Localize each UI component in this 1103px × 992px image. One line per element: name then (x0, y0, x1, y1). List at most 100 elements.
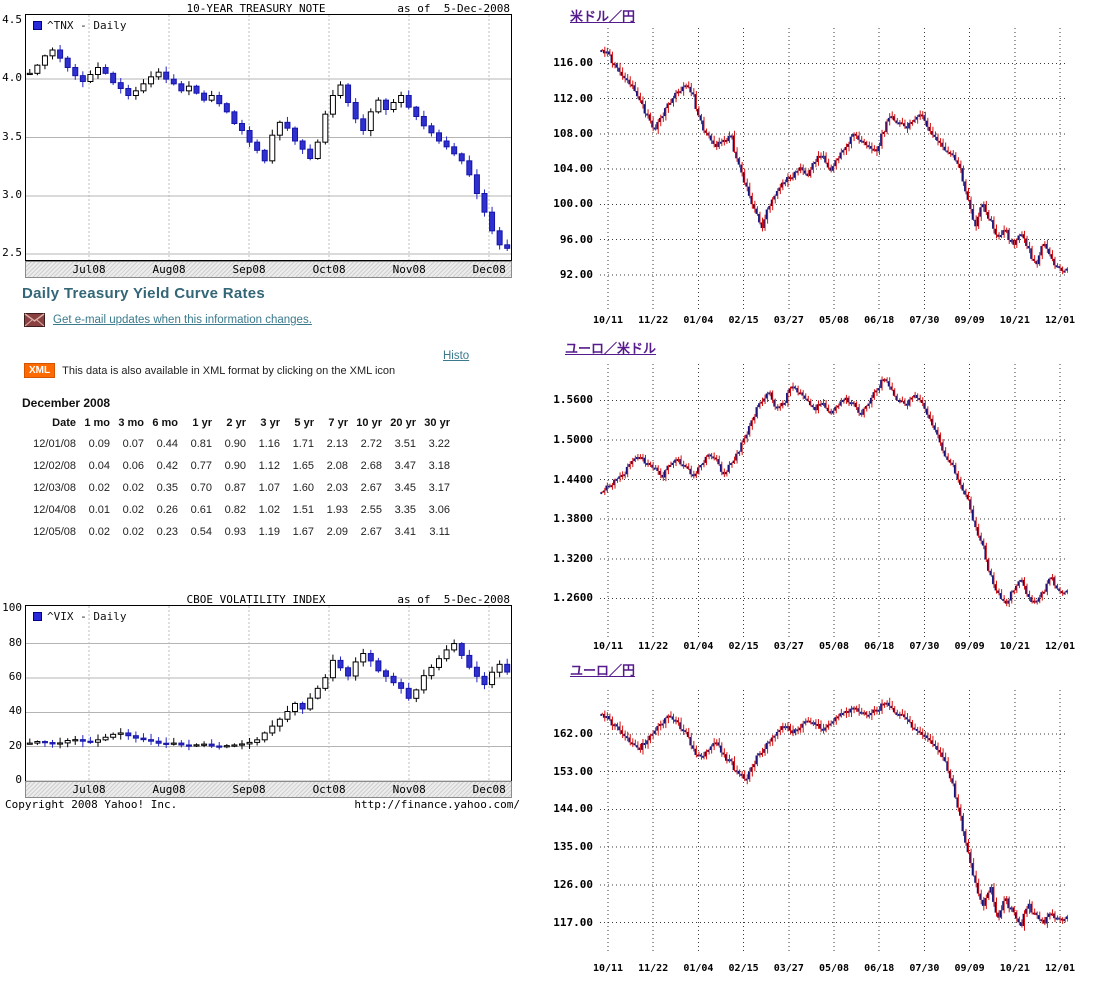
column-header: 1 yr (192, 417, 212, 429)
x-tick-label: 09/09 (954, 963, 985, 974)
page-title: Daily Treasury Yield Curve Rates (22, 285, 266, 302)
x-tick-label: Jul08 (72, 263, 106, 276)
rate-cell: 2.55 (360, 504, 382, 516)
x-tick-label: 10/21 (999, 315, 1030, 326)
rate-cell: 0.02 (122, 526, 144, 538)
x-tick-label: Oct08 (312, 783, 346, 796)
x-tick-label: 05/08 (818, 963, 850, 974)
eurjpy-bar-plot (600, 690, 1068, 952)
x-tick-label: 07/30 (909, 963, 940, 974)
rate-cell: 3.18 (428, 460, 450, 472)
rate-cell: 2.08 (326, 460, 348, 472)
table-row: 12/01/08 0.09 0.07 0.44 0.81 0.90 1.16 1.71 2.13… (22, 433, 452, 455)
rate-cell: 1.60 (292, 482, 314, 494)
candles (26, 639, 511, 751)
rate-cell: 1.51 (292, 504, 314, 516)
rate-cell: 0.06 (122, 460, 144, 472)
eurusd-svg (600, 364, 1068, 638)
rate-cell: 2.67 (360, 482, 382, 494)
column-header: 3 mo (118, 417, 144, 429)
usdjpy-bar-plot (600, 28, 1068, 310)
table-header-row: Date 1 mo 3 mo 6 mo 1 yr 2 yr 3 yr 5 yr 7 yr 10 y… (22, 413, 452, 433)
rate-cell: 1.19 (258, 526, 280, 538)
rate-cell: 0.61 (190, 504, 212, 516)
column-header: 6 mo (152, 417, 178, 429)
x-tick-label: 06/18 (864, 641, 895, 652)
date-cell: 12/02/08 (33, 460, 76, 472)
gridlines (26, 15, 511, 260)
y-tick-label: 1.2600 (553, 591, 593, 605)
y-tick-label: 153.00 (553, 764, 593, 778)
usdjpy-chart-link[interactable]: 米ドル／円 (570, 9, 636, 24)
rate-cell: 0.26 (156, 504, 178, 516)
email-updates-link[interactable]: Get e-mail updates when this information… (53, 314, 312, 326)
y-tick-label: 60 (8, 670, 22, 684)
x-tick-label: 06/18 (864, 315, 895, 326)
tnx-asof-label: as of 5-Dec-2008 (397, 2, 510, 15)
column-header: 7 yr (328, 417, 348, 429)
y-tick-label: 104.00 (553, 162, 593, 175)
column-header: 3 yr (260, 417, 280, 429)
table-row: 12/02/08 0.04 0.06 0.42 0.77 0.90 1.12 1.65 2.08… (22, 455, 452, 477)
x-tick-label: Jul08 (72, 783, 106, 796)
x-tick-label: 06/18 (864, 963, 895, 974)
y-tick-label: 116.00 (553, 56, 593, 70)
y-tick-label: 1.3200 (553, 551, 593, 565)
y-tick-label: 100.00 (553, 197, 593, 211)
rate-cell: 0.87 (224, 482, 246, 494)
x-tick-label: 01/04 (683, 963, 714, 974)
rate-cell: 2.09 (326, 526, 348, 538)
x-tick-label: 09/09 (954, 315, 985, 326)
rate-cell: 1.07 (258, 482, 280, 494)
x-tick-label: 07/30 (909, 315, 940, 326)
rate-cell: 2.72 (360, 438, 382, 450)
x-tick-label: Oct08 (312, 263, 346, 276)
rate-cell: 1.65 (292, 460, 314, 472)
x-tick-label: Aug08 (152, 263, 186, 276)
rate-cell: 3.45 (394, 482, 416, 494)
y-tick-label: 80 (8, 635, 22, 649)
price-bars (600, 697, 1068, 931)
email-icon[interactable] (24, 313, 45, 327)
x-tick-label: 12/01 (1044, 963, 1076, 974)
x-tick-label: 10/11 (592, 963, 624, 974)
xml-note-text: This data is also available in XML forma… (62, 364, 396, 377)
table-row: 12/04/08 0.01 0.02 0.26 0.61 0.82 1.02 1.51 1.93… (22, 499, 452, 521)
y-tick-label: 2.5 (2, 246, 22, 260)
tnx-legend-label: ^TNX - Daily (47, 19, 127, 32)
column-header: 20 yr (390, 417, 416, 429)
rate-cell: 1.71 (292, 438, 314, 450)
rate-cell: 1.12 (258, 460, 280, 472)
rate-cell: 0.90 (224, 460, 246, 472)
x-tick-label: 01/04 (683, 315, 714, 326)
y-tick-label: 1.3800 (553, 512, 593, 526)
rate-cell: 3.11 (429, 526, 450, 538)
gridlines (26, 606, 511, 781)
yield-curve-table: Date 1 mo 3 mo 6 mo 1 yr 2 yr 3 yr 5 yr 7 yr 10 y… (22, 413, 452, 543)
y-tick-label: 20 (8, 738, 22, 752)
rate-cell: 3.35 (394, 504, 416, 516)
rate-cell: 0.77 (190, 460, 212, 472)
footer-url: http://finance.yahoo.com/ (354, 798, 520, 811)
usdjpy-svg (600, 28, 1068, 310)
eurjpy-chart-link[interactable]: ユーロ／円 (570, 663, 636, 678)
y-tick-label: 40 (8, 704, 22, 718)
gridlines (600, 364, 1068, 638)
rate-cell: 0.02 (122, 504, 144, 516)
date-cell: 12/04/08 (33, 504, 76, 516)
rate-cell: 2.03 (326, 482, 348, 494)
rate-cell: 0.02 (122, 482, 144, 494)
vix-asof-label: as of 5-Dec-2008 (397, 593, 510, 606)
historical-link[interactable]: Histo (443, 350, 470, 362)
column-header: 2 yr (226, 417, 246, 429)
vix-xaxis-band: Jul08 Aug08 Sep08 Oct08 Nov08 Dec08 (25, 781, 512, 798)
rate-cell: 3.06 (428, 504, 450, 516)
x-tick-label: 10/11 (592, 641, 624, 652)
y-tick-label: 4.0 (2, 71, 22, 85)
y-tick-label: 1.5000 (553, 432, 593, 446)
x-tick-label: Nov08 (392, 783, 426, 796)
eurusd-chart-link[interactable]: ユーロ／米ドル (565, 341, 657, 356)
rate-cell: 0.35 (156, 482, 178, 494)
x-tick-label: 07/30 (909, 641, 940, 652)
xml-icon[interactable]: XML (24, 363, 56, 378)
